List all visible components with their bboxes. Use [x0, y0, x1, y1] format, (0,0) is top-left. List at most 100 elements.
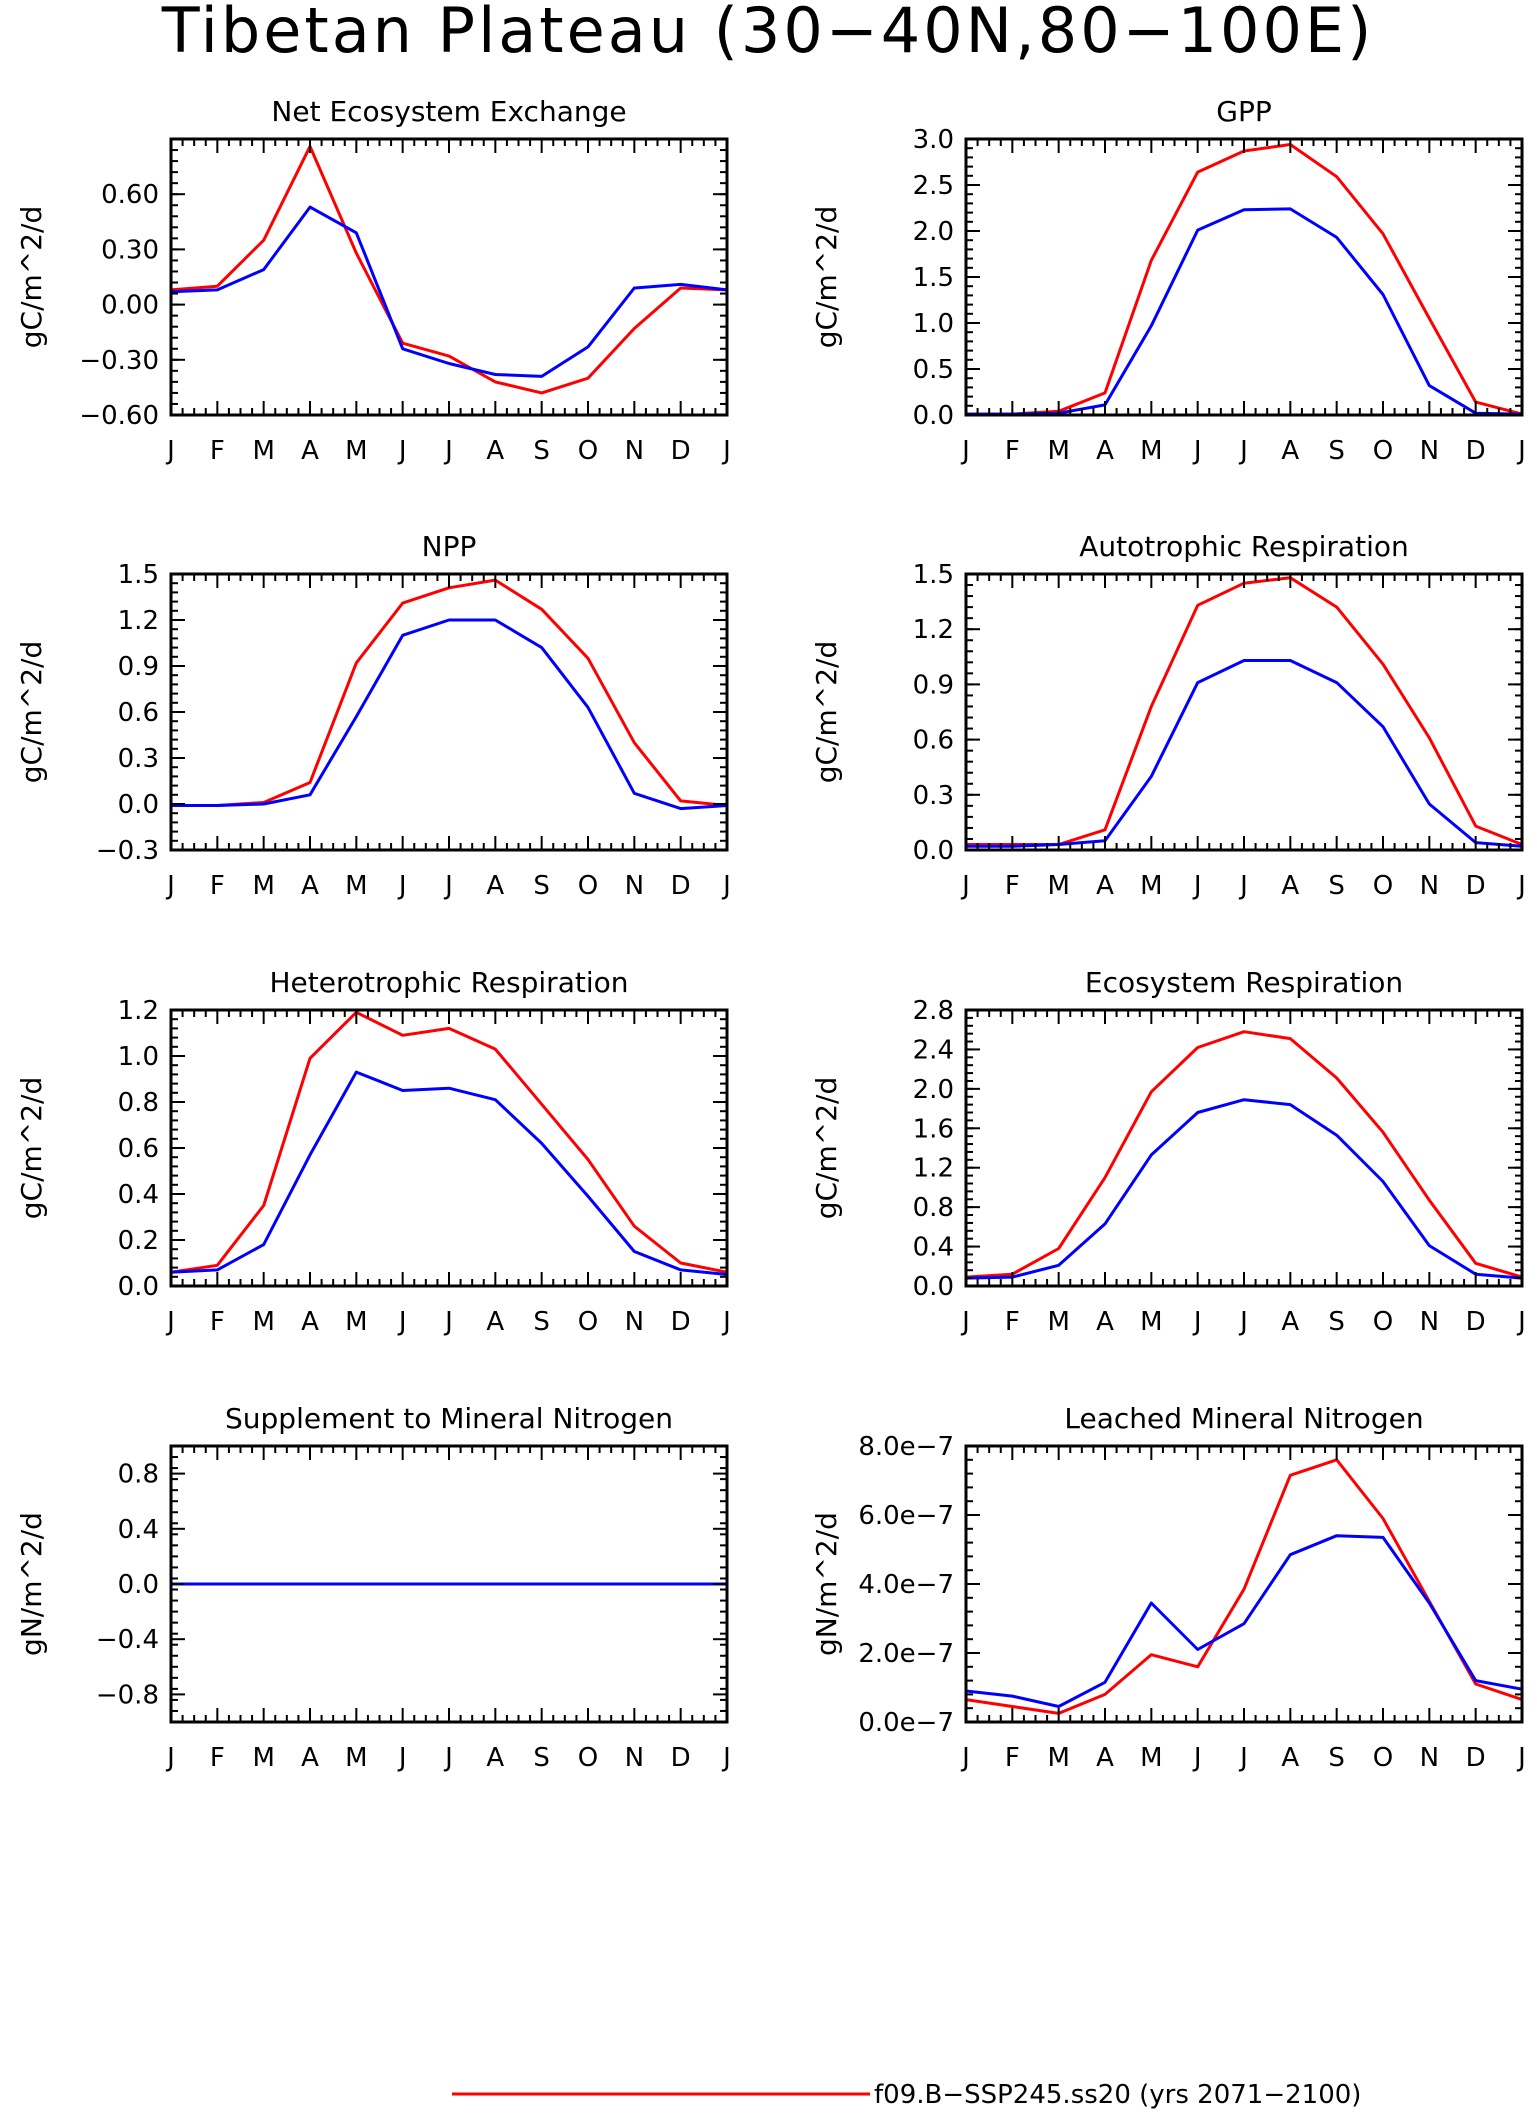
x-tick-label: J	[165, 1307, 175, 1337]
x-tick-label: O	[1373, 871, 1393, 901]
x-tick-label: F	[1005, 871, 1020, 901]
x-tick-label: F	[210, 436, 225, 466]
x-tick-label: J	[397, 1743, 407, 1773]
x-tick-label: J	[1516, 436, 1526, 466]
x-tick-label: M	[1047, 871, 1069, 901]
y-tick-label: 0.3	[913, 781, 954, 811]
x-tick-label: N	[1420, 871, 1439, 901]
series-line-red	[170, 1010, 728, 1274]
y-tick-label: 0.5	[913, 355, 954, 385]
y-tick-label: 0.6	[913, 726, 954, 756]
y-tick-label: 0.60	[101, 180, 159, 210]
x-tick-label: O	[578, 436, 598, 466]
x-tick-label: J	[1192, 436, 1202, 466]
x-tick-label: D	[1466, 871, 1486, 901]
y-tick-label: 0.8	[118, 1088, 159, 1118]
plot-frame	[169, 572, 729, 852]
x-tick-label: N	[1420, 1307, 1439, 1337]
y-tick-label: 0.6	[118, 698, 159, 728]
panel-title: Net Ecosystem Exchange	[271, 95, 626, 128]
x-tick-label: F	[1005, 436, 1020, 466]
x-tick-label: A	[1281, 871, 1299, 901]
x-tick-label: S	[1328, 1743, 1345, 1773]
y-tick-label: 1.5	[118, 560, 159, 590]
y-tick-label: 1.2	[118, 606, 159, 636]
x-tick-label: S	[1328, 436, 1345, 466]
y-tick-label: 0.4	[118, 1515, 159, 1545]
x-tick-label: J	[960, 436, 970, 466]
y-tick-label: −0.3	[96, 836, 159, 866]
legend-label: f09.B−SSP245.ss20 (yrs 2071−2100)	[874, 2080, 1361, 2110]
x-tick-label: J	[721, 436, 731, 466]
panel-title: Ecosystem Respiration	[1085, 966, 1403, 999]
x-tick-label: S	[533, 1743, 550, 1773]
x-tick-label: J	[397, 436, 407, 466]
x-tick-label: N	[625, 1743, 644, 1773]
x-tick-label: A	[1281, 1743, 1299, 1773]
x-tick-label: F	[210, 1743, 225, 1773]
series-line-red	[170, 144, 728, 395]
y-tick-label: 0.30	[101, 235, 159, 265]
x-tick-label: M	[252, 1743, 274, 1773]
plot-frame	[964, 1008, 1524, 1288]
panel-title: GPP	[1216, 95, 1271, 128]
x-tick-label: N	[625, 436, 644, 466]
x-tick-label: J	[165, 1743, 175, 1773]
y-tick-label: 0.4	[913, 1233, 954, 1263]
y-tick-label: 0.8	[118, 1460, 159, 1490]
series-line-red	[171, 578, 728, 807]
y-tick-label: 4.0e−7	[858, 1570, 954, 1600]
y-tick-label: 0.8	[913, 1193, 954, 1223]
y-tick-label: 0.0	[913, 836, 954, 866]
y-axis-label: gC/m^2/d	[810, 1077, 843, 1220]
plot-frame	[964, 572, 1524, 852]
legend: f09.B−SSP245.ss20 (yrs 2071−2100)	[452, 2080, 1361, 2110]
series-line-red	[966, 576, 1523, 846]
x-tick-label: J	[721, 1743, 731, 1773]
plot-frame	[169, 137, 729, 417]
x-tick-label: D	[1466, 1307, 1486, 1337]
y-tick-label: −0.4	[96, 1625, 159, 1655]
x-tick-label: J	[960, 1743, 970, 1773]
x-tick-label: M	[1140, 1307, 1162, 1337]
x-tick-label: M	[345, 1743, 367, 1773]
x-tick-label: J	[960, 871, 970, 901]
x-tick-label: S	[533, 871, 550, 901]
x-tick-label: J	[1516, 1307, 1526, 1337]
x-tick-label: M	[345, 1307, 367, 1337]
y-tick-label: −0.30	[79, 346, 159, 376]
y-tick-label: 1.2	[118, 996, 159, 1026]
x-tick-label: M	[252, 1307, 274, 1337]
x-tick-label: M	[1140, 1743, 1162, 1773]
y-tick-label: 1.2	[913, 1154, 954, 1184]
y-axis-label: gC/m^2/d	[810, 641, 843, 784]
x-tick-label: O	[1373, 436, 1393, 466]
y-tick-label: 1.0	[913, 309, 954, 339]
y-axis-label: gC/m^2/d	[15, 641, 48, 784]
x-tick-label: S	[1328, 871, 1345, 901]
x-tick-label: F	[210, 871, 225, 901]
x-tick-label: J	[165, 871, 175, 901]
series-line-red	[966, 143, 1523, 416]
x-tick-label: J	[443, 871, 453, 901]
x-tick-label: J	[721, 1307, 731, 1337]
y-tick-label: 0.0e−7	[858, 1708, 954, 1738]
y-tick-label: 0.9	[118, 652, 159, 682]
plot-frame	[964, 1444, 1524, 1724]
y-tick-label: 0.0	[118, 790, 159, 820]
x-tick-label: M	[1140, 436, 1162, 466]
y-axis-label: gC/m^2/d	[810, 206, 843, 349]
x-tick-label: S	[1328, 1307, 1345, 1337]
y-tick-label: 0.9	[913, 670, 954, 700]
x-tick-label: A	[486, 871, 504, 901]
y-tick-label: 1.5	[913, 560, 954, 590]
plot-frame	[964, 137, 1524, 417]
x-tick-label: F	[210, 1307, 225, 1337]
y-tick-label: 1.6	[913, 1114, 954, 1144]
